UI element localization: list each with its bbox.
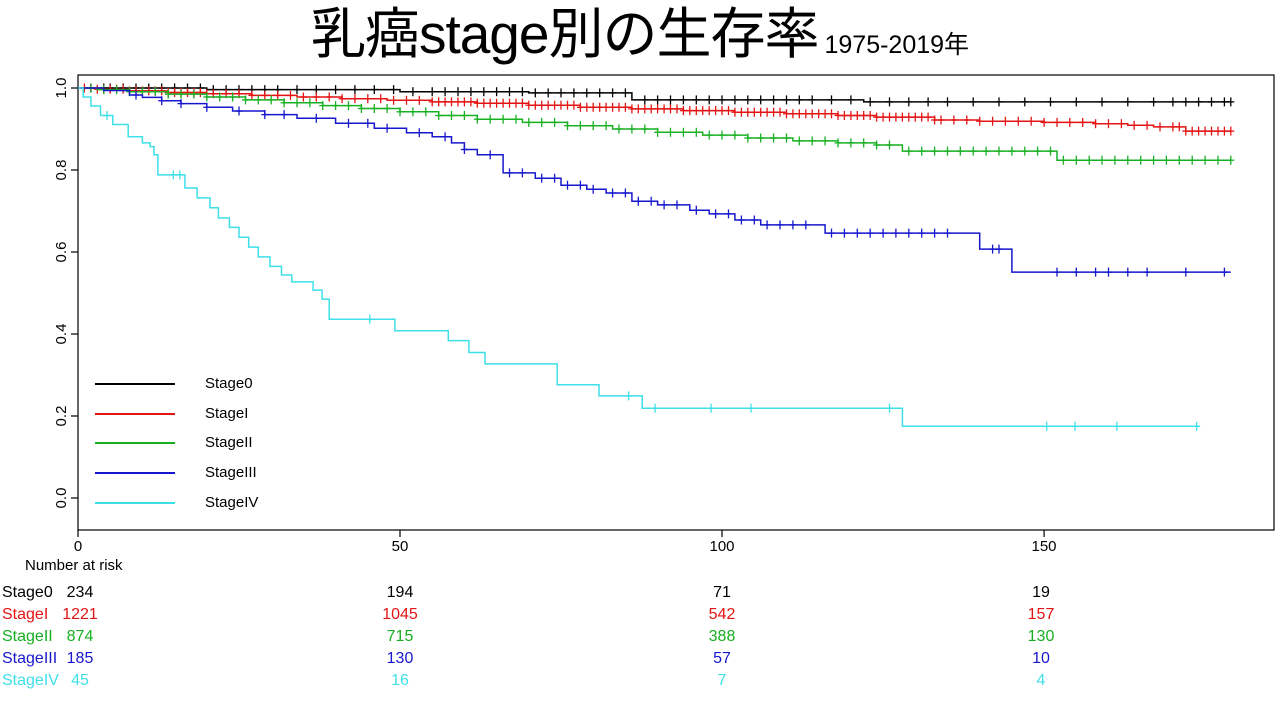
risk-row-label: Stage0 bbox=[2, 584, 53, 601]
legend-label-stage1: StageI bbox=[205, 405, 249, 422]
x-tick-label-0: 0 bbox=[73, 538, 83, 555]
chart-title: 乳癌stage別の生存率 bbox=[310, 3, 820, 65]
y-tick-label-0.0: 0.0 bbox=[53, 487, 70, 509]
y-tick-label-0.2: 0.2 bbox=[53, 405, 70, 427]
risk-value-t100: 542 bbox=[708, 606, 736, 623]
legend-label-stage0: Stage0 bbox=[205, 375, 253, 392]
risk-value-t100: 57 bbox=[713, 650, 731, 667]
risk-value-t0: 45 bbox=[71, 672, 89, 689]
legend-label-stage3: StageIII bbox=[205, 464, 257, 481]
x-tick-label-50: 50 bbox=[391, 538, 409, 555]
risk-value-t50: 715 bbox=[386, 628, 414, 645]
legend-line-stage4 bbox=[95, 502, 175, 504]
risk-value-t150: 19 bbox=[1032, 584, 1050, 601]
risk-value-t100: 71 bbox=[713, 584, 731, 601]
legend-line-stage0 bbox=[95, 383, 175, 385]
risk-value-t150: 10 bbox=[1032, 650, 1050, 667]
risk-row-label: StageII bbox=[2, 628, 53, 645]
legend-line-stage3 bbox=[95, 472, 175, 474]
y-tick-label-0.4: 0.4 bbox=[53, 323, 70, 345]
risk-value-t150: 130 bbox=[1027, 628, 1055, 645]
risk-value-t100: 7 bbox=[717, 672, 727, 689]
risk-value-t0: 234 bbox=[66, 584, 94, 601]
risk-row-stage0: Stage0 234 194 71 19 bbox=[0, 584, 1280, 604]
risk-row-stage3: StageIII 185 130 57 10 bbox=[0, 650, 1280, 670]
y-tick-label-0.8: 0.8 bbox=[53, 159, 70, 181]
risk-row-stage4: StageIV 45 16 7 4 bbox=[0, 672, 1280, 692]
risk-row-label: StageIV bbox=[2, 672, 59, 689]
y-tick-label-0.6: 0.6 bbox=[53, 241, 70, 263]
risk-value-t100: 388 bbox=[708, 628, 736, 645]
risk-row-label: StageIII bbox=[2, 650, 58, 667]
legend-line-stage2 bbox=[95, 442, 175, 444]
risk-value-t50: 16 bbox=[391, 672, 409, 689]
x-tick-label-100: 100 bbox=[709, 538, 735, 555]
legend-label-stage4: StageIV bbox=[205, 494, 259, 511]
title-row: 乳癌stage別の生存率 1975-2019年 bbox=[0, 0, 1280, 72]
x-tick-label-150: 150 bbox=[1031, 538, 1057, 555]
chart-subtitle: 1975-2019年 bbox=[824, 31, 970, 59]
legend-line-stage1 bbox=[95, 413, 175, 415]
risk-value-t0: 185 bbox=[66, 650, 94, 667]
risk-value-t150: 157 bbox=[1027, 606, 1055, 623]
risk-value-t50: 130 bbox=[386, 650, 414, 667]
legend-label-stage2: StageII bbox=[205, 434, 253, 451]
risk-value-t0: 1221 bbox=[62, 606, 98, 623]
risk-row-stage2: StageII 874 715 388 130 bbox=[0, 628, 1280, 648]
risk-value-t0: 874 bbox=[66, 628, 94, 645]
risk-value-t50: 1045 bbox=[382, 606, 418, 623]
y-tick-label-1.0: 1.0 bbox=[53, 77, 70, 99]
risk-value-t50: 194 bbox=[386, 584, 414, 601]
risk-row-stage1: StageI 1221 1045 542 157 bbox=[0, 606, 1280, 626]
risk-value-t150: 4 bbox=[1036, 672, 1046, 689]
risk-row-label: StageI bbox=[2, 606, 49, 623]
risk-table-header: Number at risk bbox=[25, 557, 123, 574]
